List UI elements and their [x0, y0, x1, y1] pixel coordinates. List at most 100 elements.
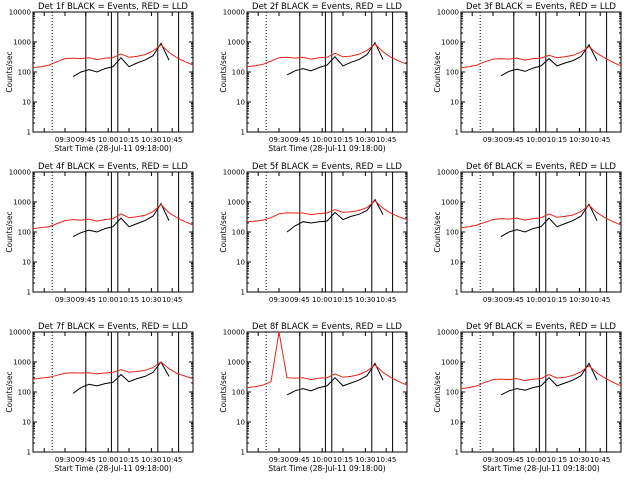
y-axis-label: Counts/sec — [433, 371, 442, 412]
y-tick-label: 100 — [232, 69, 245, 77]
panel-title: Det 8f BLACK = Events, RED = LLD — [252, 322, 402, 332]
panel-title: Det 7f BLACK = Events, RED = LLD — [38, 322, 188, 332]
y-tick-label: 100 — [18, 229, 31, 237]
y-tick-label: 10 — [450, 99, 459, 107]
x-tick-label: 10:15 — [547, 136, 567, 144]
y-tick-label: 10000 — [437, 9, 459, 17]
x-tick-label: 10:15 — [333, 136, 353, 144]
x-tick-label: 10:30 — [355, 296, 375, 304]
plot-frame — [32, 11, 194, 133]
y-tick-label: 100 — [446, 229, 459, 237]
detector-panel: Det 2f BLACK = Events, RED = LLD 1 10 100 10… — [219, 2, 408, 153]
x-tick-label: 09:30 — [55, 136, 75, 144]
x-tick-label: 09:30 — [55, 296, 75, 304]
x-axis-label: Start Time (28-Jul-11 09:18:00) — [482, 464, 599, 473]
y-tick-label: 1000 — [227, 199, 245, 207]
y-tick-label: 1 — [455, 129, 459, 137]
x-tick-label: 10:45 — [376, 296, 396, 304]
detector-panel: Det 5f BLACK = Events, RED = LLD 1 10 100 10… — [219, 162, 408, 304]
lld-series-line — [460, 204, 622, 229]
x-tick-label: 10:30 — [355, 136, 375, 144]
events-series-line — [286, 41, 384, 76]
plot-frame — [460, 171, 622, 293]
events-series-line — [72, 361, 170, 394]
detector-panel: Det 4f BLACK = Events, RED = LLD 1 10 100 10… — [5, 162, 194, 304]
events-series-line — [500, 203, 598, 238]
x-tick-label: 10:15 — [119, 456, 139, 464]
y-tick-label: 1000 — [441, 39, 459, 47]
lld-series-line — [246, 43, 408, 68]
plot-frame — [460, 331, 622, 453]
y-tick-label: 100 — [18, 389, 31, 397]
x-tick-label: 10:00 — [526, 136, 546, 144]
x-tick-label: 10:30 — [569, 136, 589, 144]
y-tick-label: 10000 — [9, 169, 31, 177]
lld-series-line — [246, 331, 408, 389]
y-tick-label: 1000 — [13, 39, 31, 47]
y-tick-label: 1000 — [227, 359, 245, 367]
x-tick-label: 09:30 — [269, 296, 289, 304]
x-tick-label: 10:15 — [119, 136, 139, 144]
panel-title: Det 4f BLACK = Events, RED = LLD — [38, 162, 188, 172]
x-tick-label: 09:45 — [290, 296, 310, 304]
y-tick-label: 1 — [241, 129, 245, 137]
x-axis-label: Start Time (28-Jul-11 09:18:00) — [268, 144, 385, 153]
y-tick-label: 100 — [446, 389, 459, 397]
x-tick-label: 10:00 — [312, 456, 332, 464]
x-tick-label: 10:00 — [98, 456, 118, 464]
x-tick-label: 10:15 — [547, 296, 567, 304]
x-tick-label: 10:00 — [312, 136, 332, 144]
x-tick-label: 10:30 — [141, 296, 161, 304]
lld-series-line — [32, 203, 194, 230]
x-tick-label: 10:00 — [98, 136, 118, 144]
y-tick-label: 1000 — [13, 199, 31, 207]
y-tick-label: 1 — [455, 289, 459, 297]
y-axis-label: Counts/sec — [219, 211, 228, 252]
x-tick-label: 10:45 — [590, 296, 610, 304]
y-tick-label: 100 — [18, 69, 31, 77]
y-tick-label: 10 — [236, 259, 245, 267]
lld-series-line — [32, 44, 194, 69]
detector-panel: Det 3f BLACK = Events, RED = LLD 1 10 100 10… — [433, 2, 622, 144]
panel-title: Det 5f BLACK = Events, RED = LLD — [252, 162, 402, 172]
x-tick-label: 09:30 — [483, 296, 503, 304]
detector-panel: Det 6f BLACK = Events, RED = LLD 1 10 100 10… — [433, 162, 622, 304]
x-tick-label: 09:45 — [76, 136, 96, 144]
x-tick-label: 09:45 — [76, 296, 96, 304]
y-tick-label: 10 — [22, 259, 31, 267]
x-tick-label: 09:30 — [269, 136, 289, 144]
x-tick-label: 10:15 — [333, 296, 353, 304]
y-axis-label: Counts/sec — [5, 51, 14, 92]
x-tick-label: 10:30 — [569, 456, 589, 464]
lld-series-line — [460, 45, 622, 69]
y-tick-label: 1 — [27, 129, 31, 137]
y-tick-label: 10 — [236, 419, 245, 427]
events-series-line — [286, 362, 384, 396]
x-tick-label: 09:30 — [269, 456, 289, 464]
y-axis-label: Counts/sec — [5, 371, 14, 412]
x-tick-label: 10:45 — [376, 136, 396, 144]
x-tick-label: 09:30 — [55, 456, 75, 464]
panel-title: Det 2f BLACK = Events, RED = LLD — [252, 2, 402, 12]
y-axis-label: Counts/sec — [5, 211, 14, 252]
x-tick-label: 10:00 — [98, 296, 118, 304]
x-tick-label: 10:45 — [162, 136, 182, 144]
x-tick-label: 10:15 — [333, 456, 353, 464]
x-tick-label: 10:30 — [141, 136, 161, 144]
y-tick-label: 100 — [232, 229, 245, 237]
x-axis-label: Start Time (28-Jul-11 09:18:00) — [54, 144, 171, 153]
y-tick-label: 100 — [446, 69, 459, 77]
events-series-line — [500, 43, 598, 77]
plot-frame — [246, 171, 408, 293]
y-tick-label: 100 — [232, 389, 245, 397]
y-tick-label: 10 — [22, 99, 31, 107]
panel-title: Det 6f BLACK = Events, RED = LLD — [466, 162, 616, 172]
x-axis-label: Start Time (28-Jul-11 09:18:00) — [54, 464, 171, 473]
x-tick-label: 10:00 — [526, 456, 546, 464]
x-tick-label: 09:30 — [483, 456, 503, 464]
detector-panel: Det 7f BLACK = Events, RED = LLD 1 10 100 10… — [5, 322, 194, 473]
x-tick-label: 10:15 — [547, 456, 567, 464]
plot-frame — [32, 331, 194, 453]
y-tick-label: 10 — [450, 419, 459, 427]
